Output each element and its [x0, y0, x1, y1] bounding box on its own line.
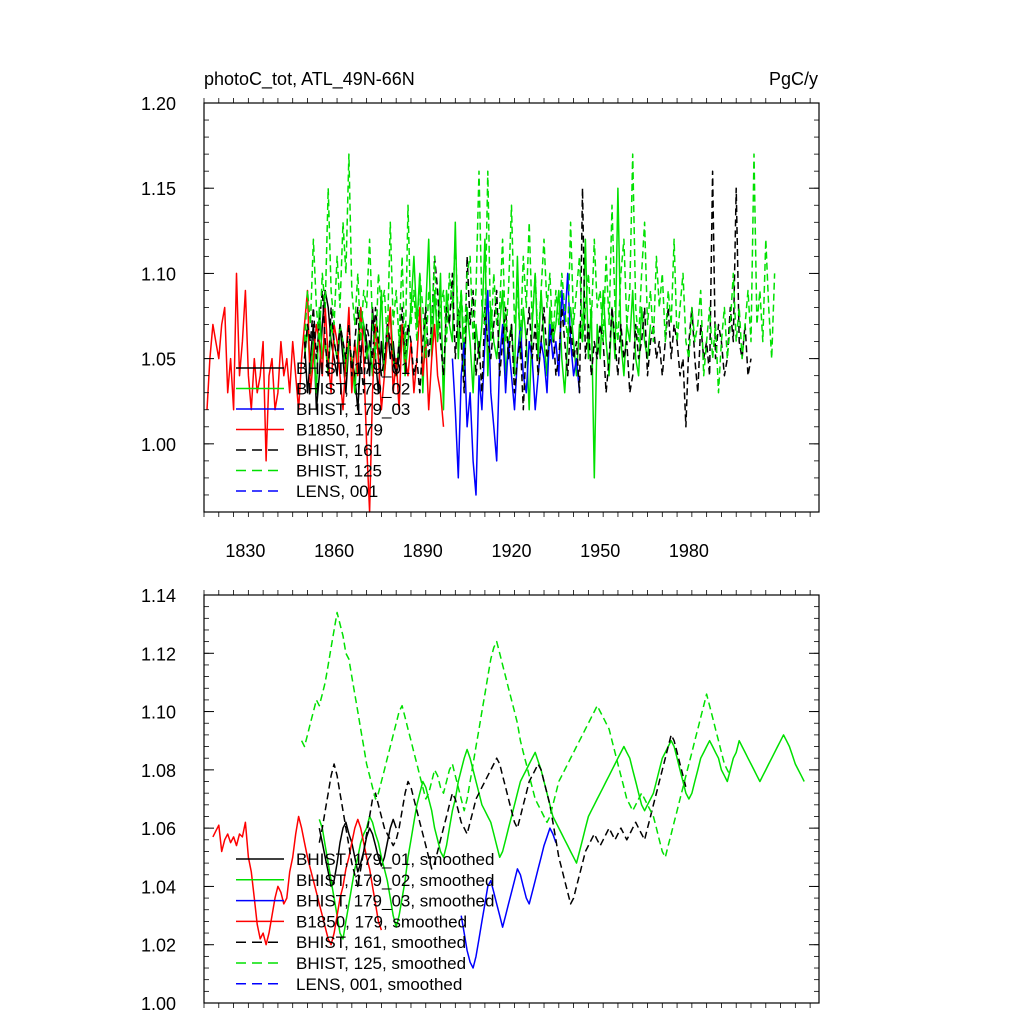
legend-label: B1850, 179: [296, 421, 383, 440]
y-tick-label: 1.06: [141, 819, 176, 839]
x-tick-label: 1890: [403, 541, 443, 561]
bottom-panel: 1.00 1.02 1.04 1.06 1.08 1.10 1.12 1.14 BHIST, 1…: [141, 586, 820, 1014]
plot-title: photoC_tot, ATL_49N-66N: [204, 69, 415, 90]
y-tick-label: 1.02: [141, 936, 176, 956]
series-line-5: [300, 611, 731, 859]
legend-label: B1850, 179, smoothed: [296, 912, 467, 931]
plot-frame: [203, 594, 820, 1004]
legend-label: BHIST, 179_02, smoothed: [296, 871, 494, 890]
y-tick-label: 1.12: [141, 644, 176, 664]
x-tick-label: 1860: [314, 541, 354, 561]
legend-label: BHIST, 179_03: [296, 400, 410, 419]
y-tick-label: 1.00: [141, 435, 176, 455]
y-tick-label: 1.10: [141, 703, 176, 723]
y-tick-label: 1.14: [141, 586, 176, 606]
x-tick-label: 1950: [580, 541, 620, 561]
y-tick-label: 1.20: [141, 94, 176, 114]
legend-label: BHIST, 179_02: [296, 380, 410, 399]
legend-label: BHIST, 161: [296, 441, 382, 460]
legend-label: LENS, 001, smoothed: [296, 975, 462, 994]
x-tick-label: 1830: [225, 541, 265, 561]
legend-label: BHIST, 161, smoothed: [296, 933, 466, 952]
legend-label: BHIST, 179_01: [296, 359, 410, 378]
legend-label: BHIST, 179_01, smoothed: [296, 850, 494, 869]
x-tick-label: 1980: [669, 541, 709, 561]
y-tick-label: 1.05: [141, 350, 176, 370]
series-line-1: [318, 734, 805, 940]
legend-label: BHIST, 125, smoothed: [296, 954, 466, 973]
legend-label: BHIST, 125: [296, 462, 382, 481]
y-tick-label: 1.08: [141, 761, 176, 781]
series-line-5: [303, 153, 776, 394]
y-tick-label: 1.15: [141, 179, 176, 199]
legend-label: LENS, 001: [296, 482, 378, 501]
series-line-4: [318, 734, 687, 905]
top-panel: 1.00 1.05 1.10 1.15 1.20 1830 1860 1890 1920 1950…: [141, 94, 820, 561]
series-line-2: [460, 827, 557, 969]
y-tick-label: 1.00: [141, 994, 176, 1014]
y-tick-label: 1.10: [141, 264, 176, 284]
units-label: PgC/y: [769, 69, 818, 89]
y-tick-label: 1.04: [141, 877, 176, 897]
legend-label: BHIST, 179_03, smoothed: [296, 892, 494, 911]
series-line-3: [212, 815, 383, 946]
x-tick-label: 1920: [491, 541, 531, 561]
